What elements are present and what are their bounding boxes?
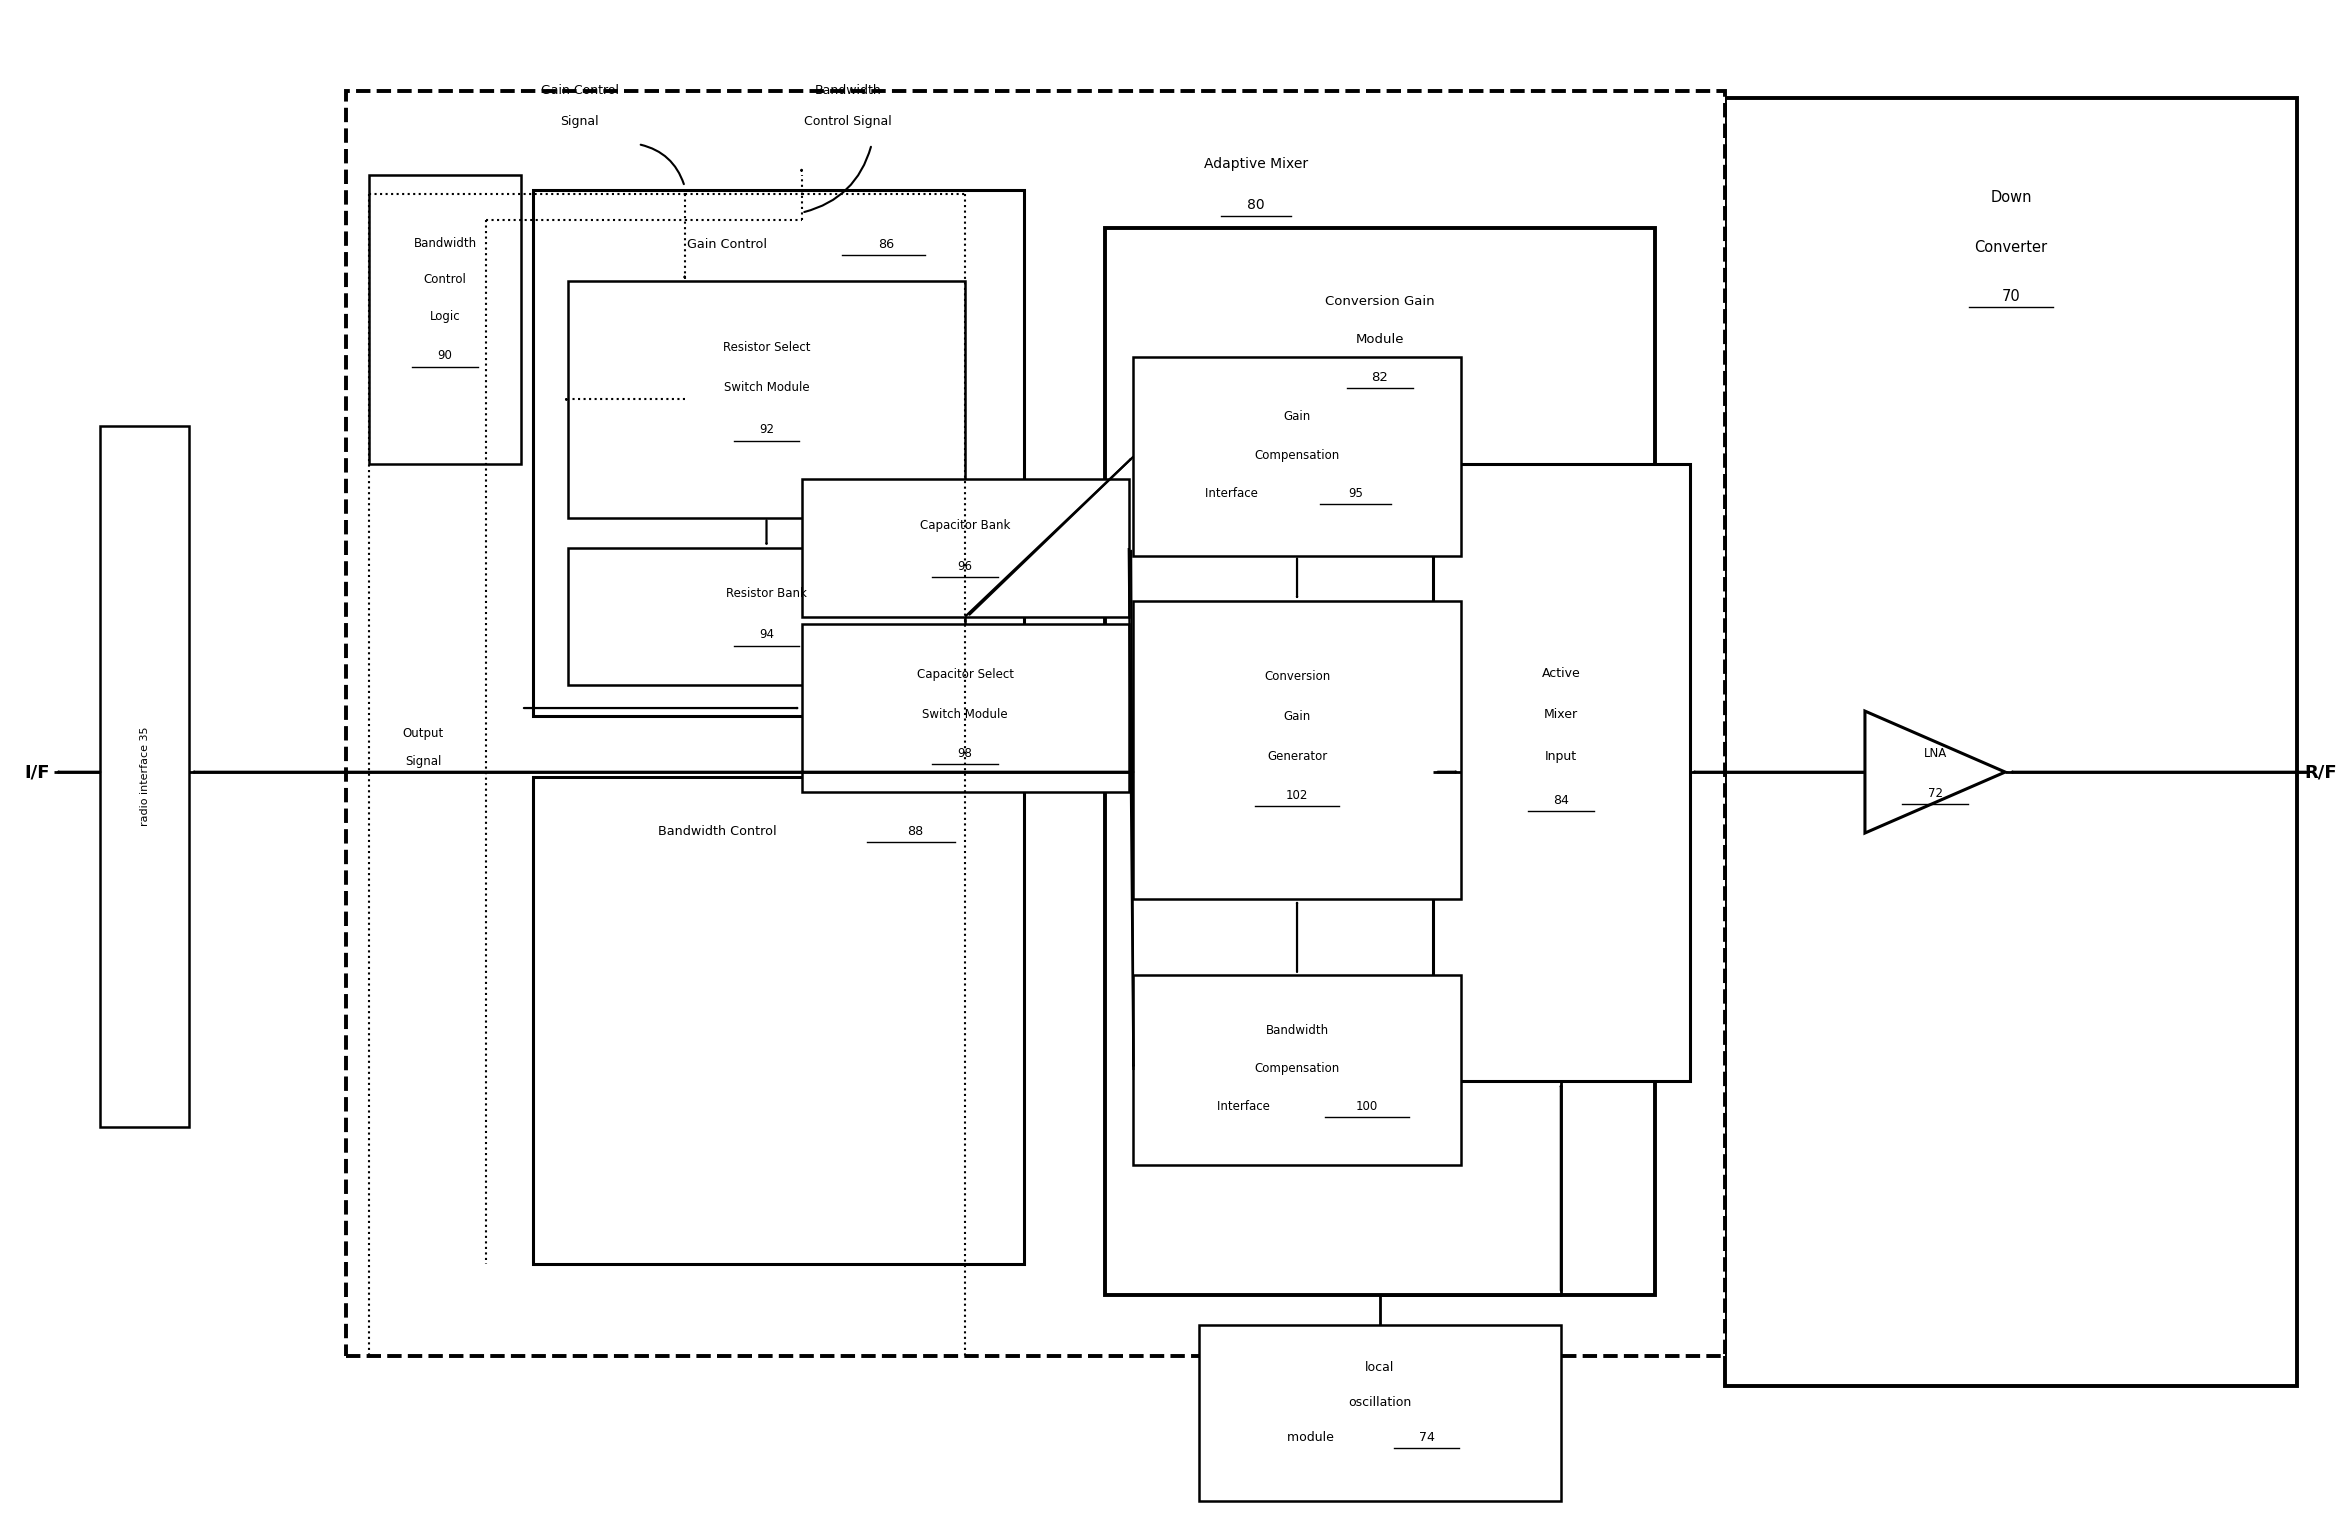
Text: Gain Control: Gain Control [686,238,771,251]
Text: 88: 88 [907,824,924,838]
Text: Interface: Interface [1218,1100,1274,1114]
Text: Active: Active [1542,667,1580,680]
Text: Gain Control: Gain Control [541,85,618,97]
Text: 100: 100 [1357,1100,1378,1114]
Bar [534,777,1023,1264]
Text: Gain: Gain [1284,711,1310,723]
Bar [534,189,1023,715]
Text: Interface: Interface [1206,486,1262,500]
Text: Mixer: Mixer [1545,709,1578,721]
Text: Module: Module [1357,332,1404,346]
Bar [1726,98,2297,1386]
Text: Logic: Logic [430,309,461,323]
Text: 90: 90 [437,349,454,363]
Text: 84: 84 [1554,794,1568,807]
Text: Compensation: Compensation [1255,1061,1340,1075]
Text: Resistor Bank: Resistor Bank [726,588,806,600]
Text: radio interface 35: radio interface 35 [139,727,150,826]
Bar [569,548,966,684]
Text: Capacitor Select: Capacitor Select [917,667,1013,681]
Text: 72: 72 [1928,787,1942,800]
Text: Input: Input [1545,749,1578,763]
Text: 102: 102 [1286,789,1307,803]
Bar [369,175,522,464]
Text: Signal: Signal [404,755,442,767]
Bar [802,624,1128,792]
Text: 92: 92 [759,423,773,437]
Text: 96: 96 [957,560,973,572]
Bar [802,480,1128,617]
Text: 86: 86 [879,238,893,251]
Text: Output: Output [402,727,444,740]
Text: module: module [1286,1430,1338,1444]
Text: Gain: Gain [1284,411,1310,423]
Text: Compensation: Compensation [1255,449,1340,461]
Text: Signal: Signal [560,115,600,128]
Bar [101,426,188,1127]
Text: 74: 74 [1418,1430,1434,1444]
Text: Bandwidth Control: Bandwidth Control [658,824,781,838]
Text: Resistor Select: Resistor Select [722,341,811,354]
Bar [1133,975,1460,1166]
Text: I/F: I/F [24,763,49,781]
Text: Adaptive Mixer: Adaptive Mixer [1204,157,1307,171]
Text: 95: 95 [1347,486,1364,500]
Bar [569,281,966,517]
Bar [1105,228,1655,1295]
Text: Control: Control [423,274,465,286]
Text: Down: Down [1991,191,2031,205]
Text: Generator: Generator [1267,749,1328,763]
Text: Bandwidth: Bandwidth [1265,1024,1328,1037]
Text: LNA: LNA [1923,747,1947,760]
Text: Control Signal: Control Signal [804,115,891,128]
Text: 98: 98 [957,747,973,760]
Text: 80: 80 [1246,198,1265,212]
Bar [1432,464,1690,1081]
Text: Converter: Converter [1975,240,2048,255]
Text: Switch Module: Switch Module [724,381,809,394]
Text: R/F: R/F [2304,763,2337,781]
Polygon shape [1864,711,2005,834]
Bar [346,91,1726,1357]
Text: Switch Module: Switch Module [922,707,1009,721]
Text: 82: 82 [1371,371,1389,384]
Text: Conversion Gain: Conversion Gain [1326,295,1434,308]
Text: Bandwidth: Bandwidth [414,237,477,249]
Bar [1133,357,1460,555]
Text: Conversion: Conversion [1265,671,1331,683]
Bar [1199,1326,1561,1501]
Text: Bandwidth: Bandwidth [816,85,882,97]
Text: Capacitor Bank: Capacitor Bank [919,518,1011,532]
Text: oscillation: oscillation [1349,1397,1411,1409]
Bar [1133,601,1460,898]
Text: 94: 94 [759,629,773,641]
Text: local: local [1366,1361,1394,1373]
Text: 70: 70 [2001,289,2020,305]
